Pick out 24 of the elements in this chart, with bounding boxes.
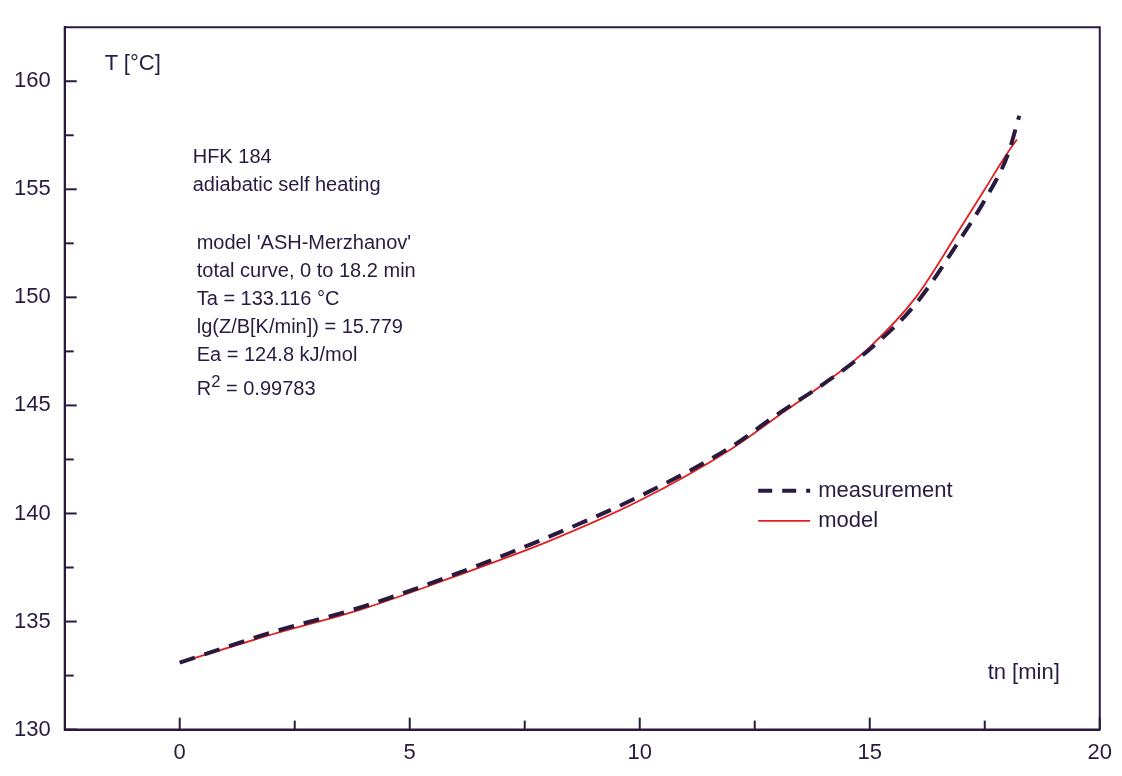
x-tick-label: 20 [1087,738,1113,764]
y-tick-label: 160 [13,67,51,93]
y-tick-label: 150 [13,283,51,309]
y-tick-label: 130 [13,715,51,741]
annotation: total curve, 0 to 18.2 min [196,258,416,284]
y-tick-label: 155 [13,175,51,201]
annotation: adiabatic self heating [192,172,382,198]
y-axis-title: T [°C] [104,49,161,78]
annotation: R$^{2}$ = 0.99783 [196,371,317,401]
annotation: Ea = 124.8 kJ/mol [196,342,359,368]
y-tick-label: 135 [13,607,51,633]
legend-label: measurement [818,476,953,502]
annotation: lg(Z/B[K/min]) = 15.779 [196,314,404,340]
x-tick-label: 0 [173,738,186,764]
annotation: HFK 184 [192,144,273,170]
y-tick-label: 140 [13,499,51,525]
legend-label: model [818,506,879,532]
y-tick-label: 145 [13,391,51,417]
x-tick-label: 10 [627,738,652,764]
annotation: Ta = 133.116 °C [196,286,341,312]
x-tick-label: 15 [857,738,882,764]
x-tick-label: 5 [403,738,416,764]
annotation: model 'ASH-Merzhanov' [196,230,413,256]
x-axis-title: tn [min] [987,657,1060,686]
